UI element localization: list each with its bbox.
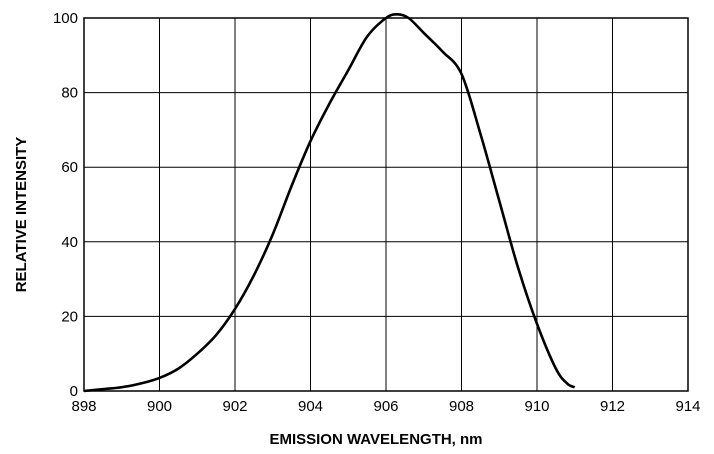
x-axis-title: EMISSION WAVELENGTH, nm	[269, 431, 482, 448]
x-tick-label-2: 902	[222, 398, 247, 415]
x-tick-label-8: 914	[675, 398, 700, 415]
y-tick-label-5: 100	[53, 10, 78, 27]
y-tick-label-2: 40	[61, 234, 78, 251]
x-tick-label-0: 898	[71, 398, 96, 415]
y-tick-label-1: 20	[61, 308, 78, 325]
x-tick-label-5: 908	[449, 398, 474, 415]
series-group	[83, 12, 576, 393]
series-line-0	[83, 12, 576, 393]
x-tick-label-4: 906	[373, 398, 398, 415]
x-tick-label-7: 912	[600, 398, 625, 415]
x-tick-label-1: 900	[147, 398, 172, 415]
x-tick-label-6: 910	[524, 398, 549, 415]
y-tick-label-0: 0	[70, 383, 78, 400]
x-tick-label-3: 904	[298, 398, 323, 415]
y-tick-label-4: 80	[61, 85, 78, 102]
y-axis-ticks: 0 20 40 60 80 100	[53, 10, 78, 400]
chart-grid	[83, 17, 689, 392]
x-axis-ticks: 898 900 902 904 906 908 910 912 914	[71, 398, 700, 415]
y-axis-title: RELATIVE INTENSITY	[13, 137, 30, 293]
y-tick-label-3: 60	[61, 159, 78, 176]
